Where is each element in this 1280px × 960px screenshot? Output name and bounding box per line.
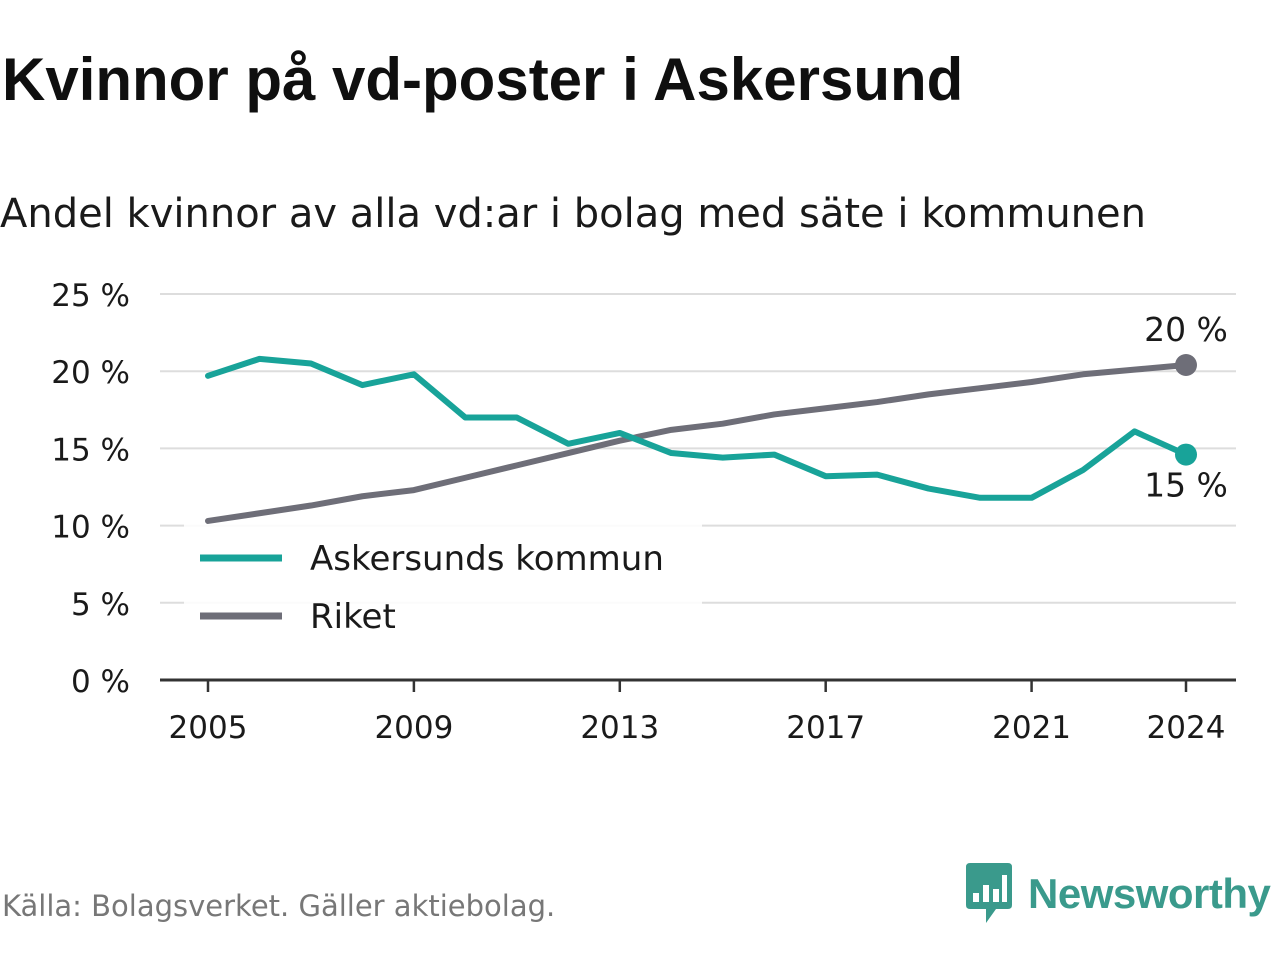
- logo-text: Newsworthy: [1028, 870, 1271, 917]
- series-lines: [205, 354, 1197, 524]
- series-endpoint-riket: [1175, 354, 1197, 377]
- x-tick-label: 2013: [580, 710, 659, 746]
- newsworthy-logo-icon: [966, 863, 1012, 923]
- legend-label-riket: Riket: [310, 597, 396, 637]
- legend-label-askersund: Askersunds kommun: [310, 539, 664, 579]
- x-tick-label: 2021: [992, 710, 1071, 746]
- y-tick-label: 5 %: [71, 587, 130, 623]
- y-tick-label: 10 %: [51, 510, 130, 546]
- series-line-riket: [205, 362, 1189, 524]
- y-tick-label: 15 %: [51, 432, 130, 468]
- x-tick-label: 2017: [786, 710, 865, 746]
- x-tick-label: 2005: [169, 710, 248, 746]
- chart-subtitle: Andel kvinnor av alla vd:ar i bolag med …: [0, 191, 1146, 237]
- series-line-askersund: [205, 355, 1189, 501]
- end-label-riket: 20 %: [1144, 310, 1228, 349]
- legend: Askersunds kommun Riket: [184, 524, 702, 637]
- source-note: Källa: Bolagsverket. Gäller aktiebolag.: [2, 889, 556, 923]
- x-tick-label: 2009: [374, 710, 453, 746]
- newsworthy-logo: Newsworthy: [964, 862, 1271, 926]
- end-labels: 20 % 15 %: [1144, 310, 1228, 505]
- chart-title: Kvinnor på vd-poster i Askersund: [2, 46, 964, 113]
- legend-background: [184, 524, 702, 604]
- x-axis: 2005 2009 2013 2017 2021 2024: [160, 678, 1236, 746]
- x-tick-label: 2024: [1147, 710, 1226, 746]
- y-axis-ticks: 0 % 5 % 10 % 15 % 20 % 25 %: [51, 278, 130, 700]
- y-tick-label: 25 %: [51, 278, 130, 314]
- y-tick-label: 0 %: [71, 664, 130, 700]
- series-endpoint-askersund: [1175, 443, 1197, 466]
- y-tick-label: 20 %: [51, 355, 130, 391]
- end-label-askersund: 15 %: [1144, 466, 1228, 505]
